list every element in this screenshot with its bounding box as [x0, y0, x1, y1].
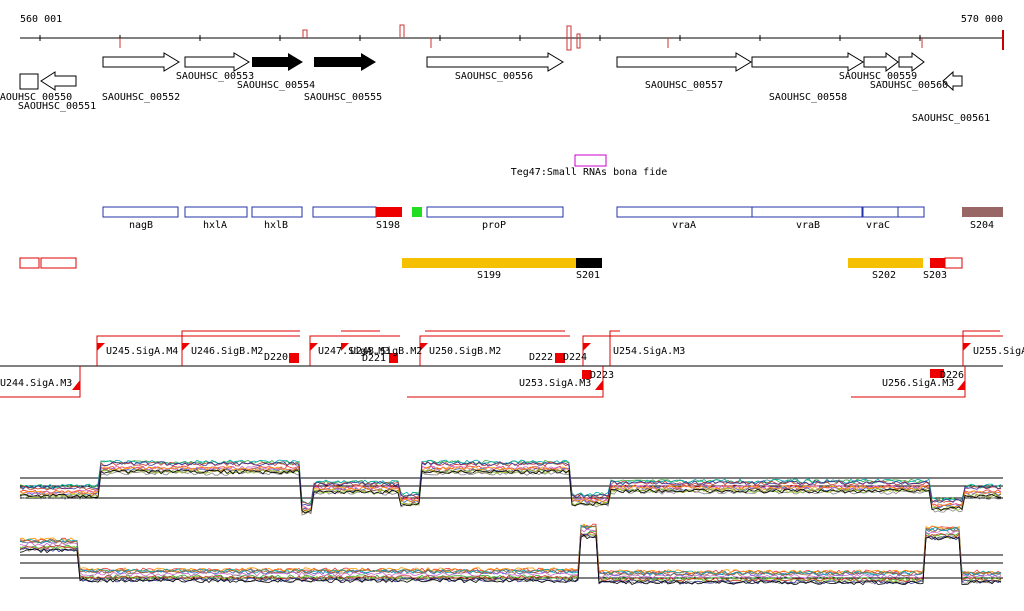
genes: SAOUHSC_00550 SAOUHSC_00551 SAOUHSC_0055… — [0, 52, 990, 124]
gene-label: SAOUHSC_00561 — [912, 113, 990, 124]
promoter-label: U254.SigA.M3 — [613, 346, 685, 357]
trace — [19, 528, 1002, 579]
promoter-label: D221 — [362, 353, 386, 364]
trace — [19, 459, 1002, 505]
segments: S199 S201 S202 S203 — [19, 257, 963, 281]
promoter-label: D223 — [590, 370, 614, 381]
gene-label: SAOUHSC_00551 — [18, 101, 96, 112]
trace — [19, 466, 1002, 511]
srna-label: Teg47:Small RNAs bona fide — [511, 167, 668, 178]
feature-label: S198 — [376, 220, 400, 231]
segment-label: S201 — [576, 270, 600, 281]
promoter-label: D222 — [529, 352, 553, 363]
gene-label: SAOUHSC_00552 — [102, 92, 180, 103]
gene-label: SAOUHSC_00556 — [455, 71, 533, 82]
feature-label: vraA — [672, 220, 696, 231]
trace — [19, 534, 1002, 586]
trace — [19, 533, 1002, 585]
trace — [19, 524, 1002, 576]
feature-label: vraB — [796, 220, 820, 231]
gene-label: SAOUHSC_00558 — [769, 92, 847, 103]
promoter-label: U253.SigA.M3 — [519, 378, 591, 389]
trace — [19, 469, 1002, 514]
trace — [19, 525, 1002, 577]
gene-label: SAOUHSC_00555 — [304, 92, 382, 103]
ruler-start: 560 001 — [20, 14, 62, 25]
trace — [19, 523, 1002, 575]
segment-label: S202 — [872, 270, 896, 281]
feature-label: hxlB — [264, 220, 288, 231]
promoter-label: U247.SigA.M3 — [318, 346, 390, 357]
gene-label: SAOUHSC_00560 — [870, 80, 948, 91]
segment-label: S199 — [477, 270, 501, 281]
trace — [19, 469, 1002, 514]
feature-label: nagB — [129, 220, 153, 231]
gene-label: SAOUHSC_00554 — [237, 80, 315, 91]
feature-label: hxlA — [203, 220, 227, 231]
promoter-label: D220 — [264, 352, 288, 363]
gene-label: SAOUHSC_00557 — [645, 80, 723, 91]
trace — [19, 465, 1002, 510]
expression-traces — [19, 459, 1003, 586]
gene-label: SAOUHSC_00550 — [0, 92, 72, 103]
trace — [19, 525, 1002, 577]
promoter-label: U245.SigA.M4 — [106, 346, 178, 357]
gene-label: SAOUHSC_00553 — [176, 71, 254, 82]
feature-label: S204 — [970, 220, 994, 231]
trace — [19, 523, 1002, 575]
promoter-label: D226 — [940, 370, 964, 381]
segment-label: S203 — [923, 270, 947, 281]
feature-label: proP — [482, 220, 506, 231]
promoter-label: U255.SigA — [973, 346, 1024, 357]
promoter-label: U256.SigA.M3 — [882, 378, 954, 389]
promoters: U244.SigA.M3 U245.SigA.M4 U246.SigB.M2 D… — [0, 330, 1024, 398]
promoter-label: U250.SigB.M2 — [429, 346, 501, 357]
trace — [19, 531, 1002, 582]
features: nagB hxlA hxlB S198 proP vraA vraB vraC … — [102, 206, 1003, 231]
promoter-label: U244.SigA.M3 — [0, 378, 72, 389]
promoter-label: U248.SigB.M2 — [350, 346, 422, 357]
promoter-label: D224 — [563, 352, 587, 363]
promoter-label: U246.SigB.M2 — [191, 346, 263, 357]
ruler: 560 001 570 000 — [20, 14, 1004, 51]
trace — [19, 461, 1002, 506]
ruler-end: 570 000 — [961, 14, 1003, 25]
gene-label: SAOUHSC_00559 — [839, 71, 917, 82]
trace — [19, 530, 1002, 582]
feature-label: vraC — [866, 220, 890, 231]
